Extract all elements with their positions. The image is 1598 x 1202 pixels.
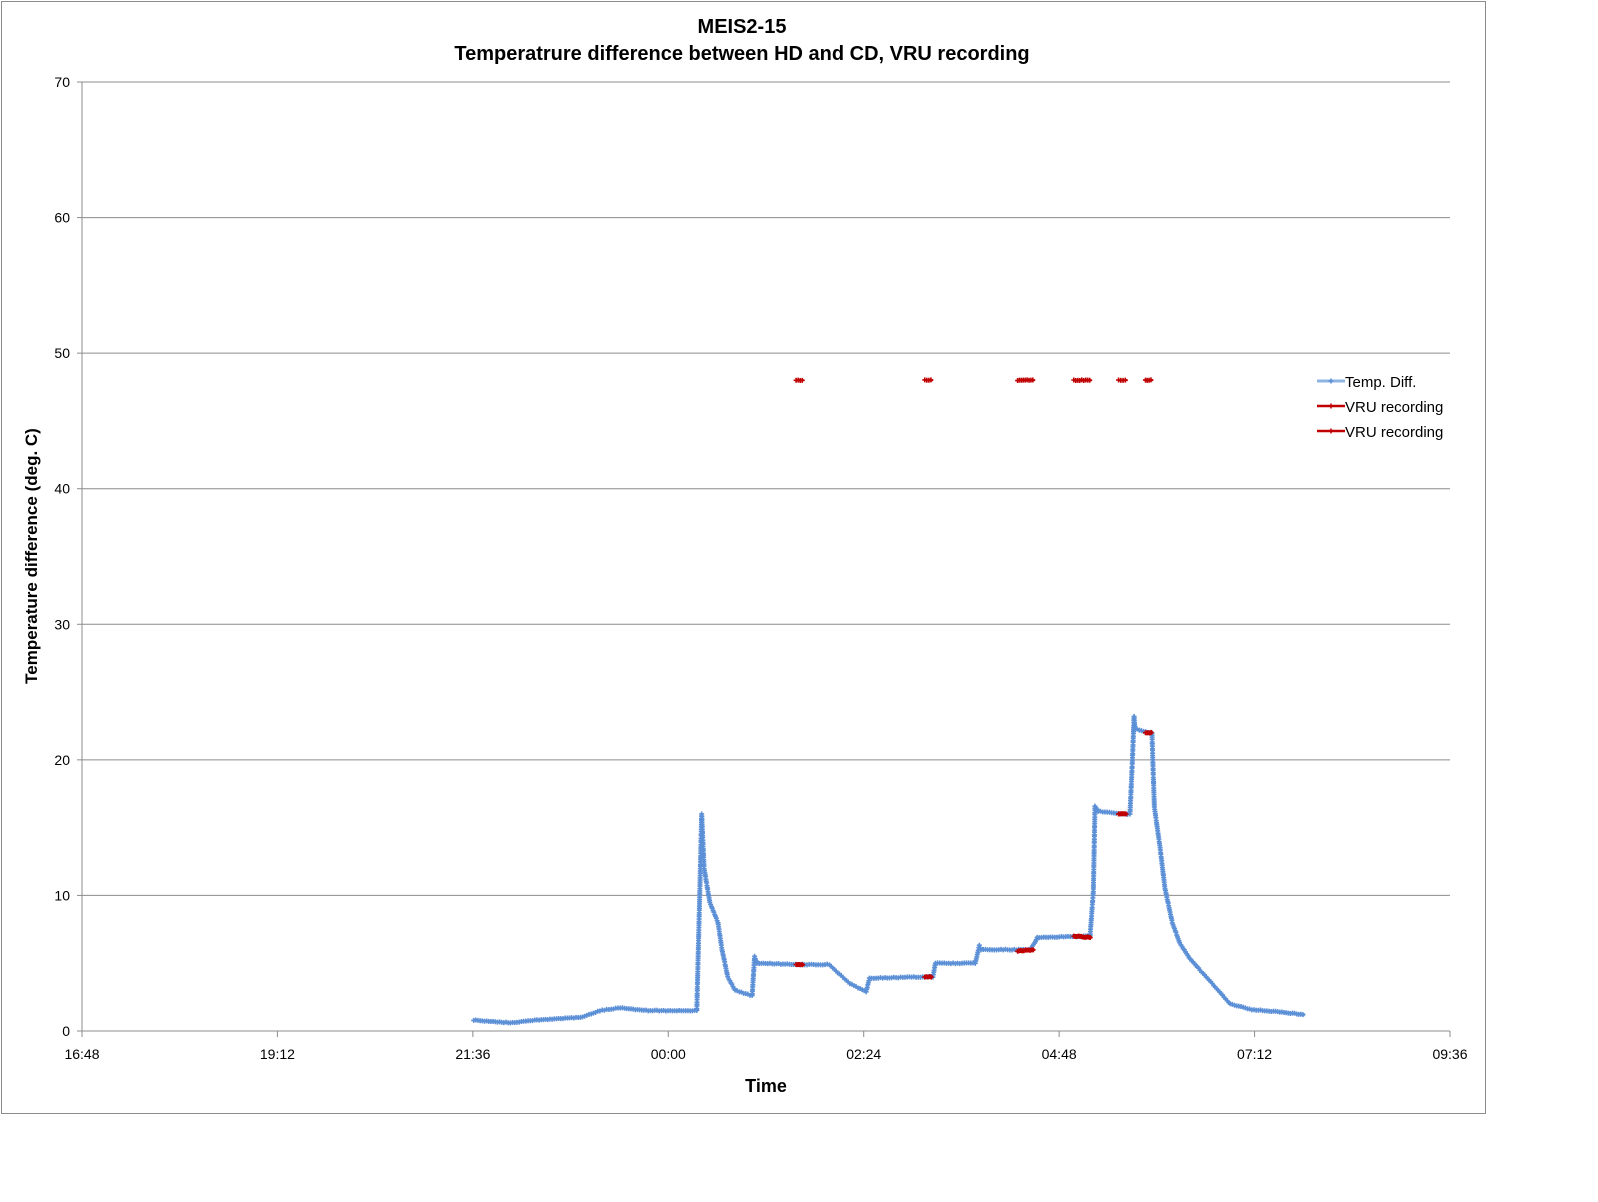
y-tick-label: 0 xyxy=(62,1023,70,1039)
x-tick-label: 02:24 xyxy=(846,1046,881,1062)
y-tick-label: 50 xyxy=(54,345,70,361)
legend-marker xyxy=(1329,404,1334,409)
chart: MEIS2-15 Temperatrure difference between… xyxy=(0,0,1598,1202)
x-tick-label: 16:48 xyxy=(64,1046,99,1062)
y-tick-label: 40 xyxy=(54,481,70,497)
y-tick-label: 60 xyxy=(54,210,70,226)
x-axis-label: Time xyxy=(745,1076,787,1096)
x-tick-label: 21:36 xyxy=(455,1046,490,1062)
legend-marker xyxy=(1329,379,1334,384)
y-tick-label: 70 xyxy=(54,74,70,90)
x-tick-label: 00:00 xyxy=(651,1046,686,1062)
chart-subtitle: Temperatrure difference between HD and C… xyxy=(454,43,1029,65)
x-tick-label: 09:36 xyxy=(1432,1046,1467,1062)
x-tick-label: 07:12 xyxy=(1237,1046,1272,1062)
legend-label: VRU recording xyxy=(1345,399,1443,416)
y-tick-label: 30 xyxy=(54,616,70,632)
y-axis-label: Temperature difference (deg. C) xyxy=(22,428,41,684)
legend-label: Temp. Diff. xyxy=(1345,374,1416,391)
legend-marker xyxy=(1329,429,1334,434)
chart-title: MEIS2-15 xyxy=(698,16,787,38)
x-tick-label: 19:12 xyxy=(260,1046,295,1062)
y-tick-label: 20 xyxy=(54,752,70,768)
x-tick-label: 04:48 xyxy=(1042,1046,1077,1062)
y-tick-label: 10 xyxy=(54,887,70,903)
legend-label: VRU recording xyxy=(1345,424,1443,441)
